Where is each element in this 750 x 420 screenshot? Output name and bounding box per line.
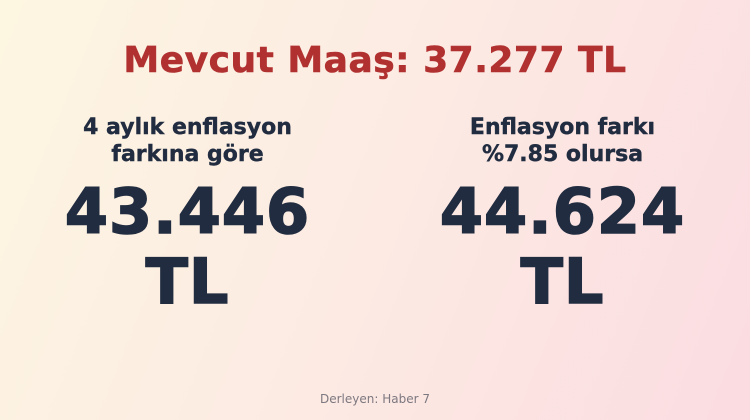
scenario-right-amount: 44.624: [439, 174, 686, 248]
scenario-right: Enflasyon farkı %7.85 olursa 44.624 TL: [375, 115, 750, 313]
scenario-left-heading-line2: farkına göre: [111, 141, 264, 167]
scenario-right-heading-line2: %7.85 olursa: [481, 141, 644, 167]
scenario-left-amount: 43.446: [64, 174, 311, 248]
scenario-columns: 4 aylık enflasyon farkına göre 43.446 TL…: [0, 115, 750, 313]
scenario-left-heading: 4 aylık enflasyon farkına göre: [0, 115, 375, 169]
scenario-left-currency: TL: [145, 244, 230, 318]
page-title: Mevcut Maaş: 37.277 TL: [123, 40, 627, 82]
scenario-right-heading: Enflasyon farkı %7.85 olursa: [375, 115, 750, 169]
scenario-right-heading-line1: Enflasyon farkı: [469, 115, 656, 140]
source-credit: Derleyen: Haber 7: [320, 392, 430, 406]
scenario-right-currency: TL: [520, 244, 605, 318]
scenario-left-heading-line1: 4 aylık enflasyon: [83, 115, 292, 140]
scenario-left: 4 aylık enflasyon farkına göre 43.446 TL: [0, 115, 375, 313]
